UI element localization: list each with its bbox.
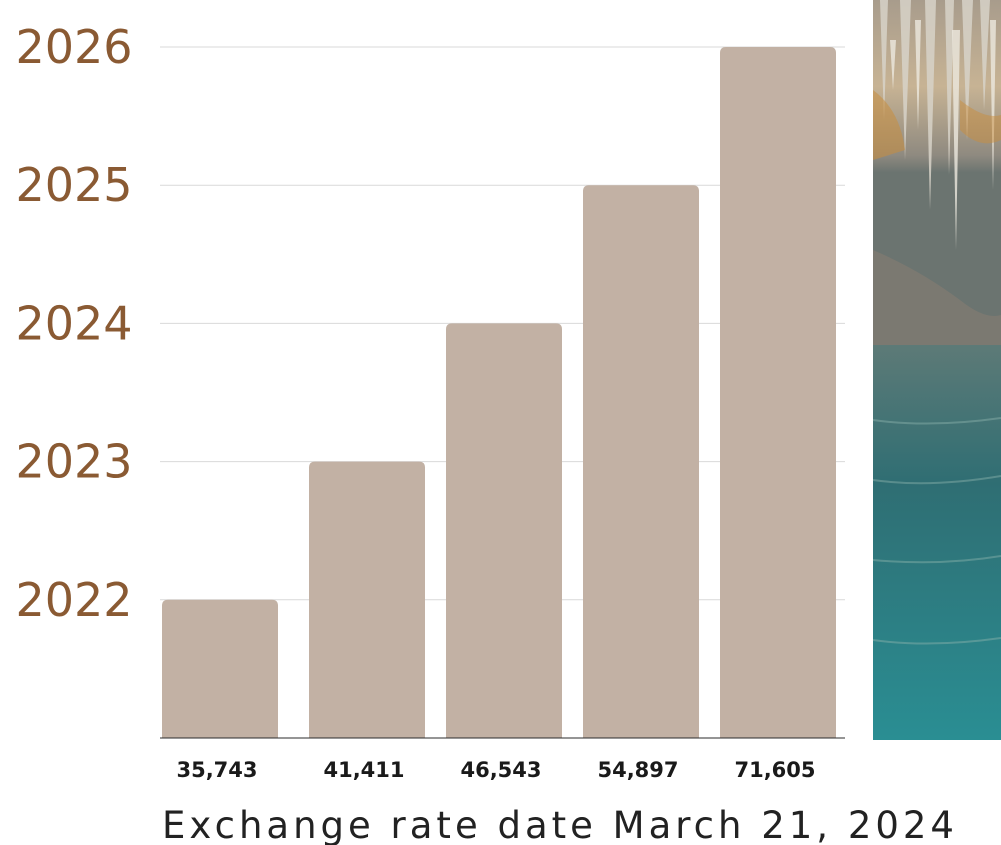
footnote: Exchange rate date March 21, 2024 (162, 804, 958, 845)
y-tick-label: 2023 (15, 435, 132, 489)
y-tick-labels: 2022 2023 2024 2025 2026 (15, 20, 132, 627)
bar (583, 185, 699, 738)
x-tick-label: 41,411 (323, 758, 404, 782)
y-tick-label: 2022 (15, 573, 132, 627)
x-tick-label: 71,605 (734, 758, 815, 782)
bars (162, 47, 836, 738)
bar (162, 599, 278, 738)
y-tick-label: 2025 (15, 158, 132, 212)
y-tick-label: 2026 (15, 20, 132, 74)
x-tick-label: 46,543 (460, 758, 541, 782)
bar (720, 47, 836, 738)
bar (446, 323, 562, 738)
x-tick-label: 54,897 (597, 758, 678, 782)
x-tick-labels: 35,743 41,411 46,543 54,897 71,605 (176, 758, 815, 782)
bar (309, 461, 425, 738)
cave-water-photo (872, 0, 1001, 740)
y-tick-label: 2024 (15, 296, 132, 350)
x-tick-label: 35,743 (176, 758, 257, 782)
